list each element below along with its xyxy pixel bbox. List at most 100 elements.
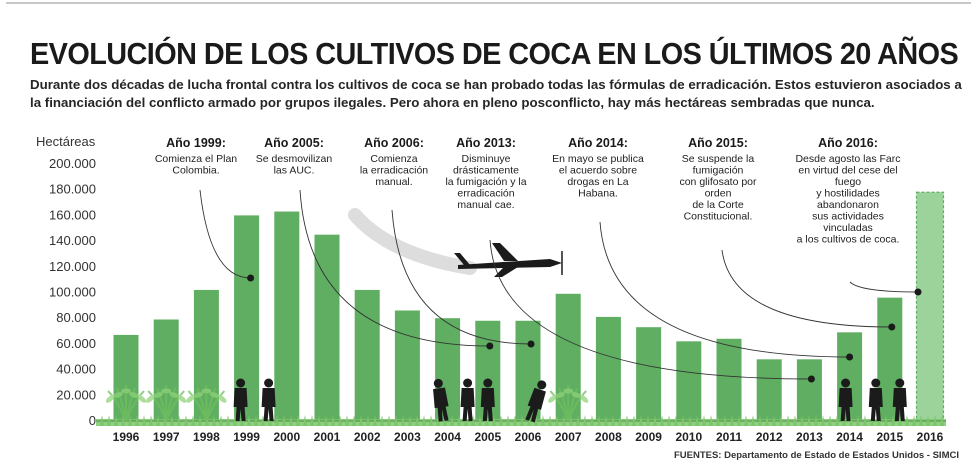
grass-blade — [779, 415, 783, 426]
annotation-text: manual cae. — [457, 199, 514, 211]
grass-blade — [632, 415, 636, 426]
grass-blade — [534, 415, 538, 426]
x-tick-label: 2001 — [314, 430, 341, 444]
y-tick-label: 180.000 — [49, 182, 96, 197]
annotation-text: la fumigación y la — [445, 176, 526, 188]
farmer-silhouette-icon — [460, 378, 475, 421]
bar — [595, 316, 621, 421]
grass-blade — [520, 415, 524, 426]
grass-blade — [254, 415, 258, 426]
grass-blade — [359, 415, 363, 426]
coca-plant-icon — [105, 385, 147, 422]
grass-blade — [233, 415, 237, 426]
annotation-text: drásticamente — [453, 165, 519, 177]
grass-blade — [156, 415, 160, 426]
grass-blade — [884, 415, 888, 426]
top-rule — [6, 2, 971, 4]
annotation-text: Desde agosto las Farc — [795, 153, 900, 165]
annotation-title: Año 2005: — [264, 136, 324, 150]
annotation-text: Comienza — [370, 153, 417, 165]
grass-blade — [324, 415, 328, 426]
grass-blade — [800, 415, 804, 426]
annotation-text: la erradicación — [360, 165, 428, 177]
grass-blade — [366, 415, 370, 426]
farmer-silhouette-icon — [433, 378, 449, 422]
annotation-text: En mayo se publica — [552, 153, 644, 165]
bar — [796, 359, 822, 421]
x-tick-label: 2015 — [876, 430, 903, 444]
grass-blade — [863, 415, 867, 426]
y-tick-label: 60.000 — [56, 336, 96, 351]
y-tick-label: 0 — [89, 413, 96, 428]
grass-blade — [373, 415, 377, 426]
farmer-silhouette-icon — [892, 378, 907, 421]
grass-blade — [751, 415, 755, 426]
grass-blade — [695, 415, 699, 426]
annotation-text: fuego — [835, 176, 861, 188]
grass-blade — [898, 415, 902, 426]
subtitle-line-1: Durante dos décadas de lucha frontal con… — [30, 77, 962, 92]
bar — [756, 359, 782, 421]
annotation-text: sus actividades — [812, 211, 884, 223]
annotation-dot — [807, 375, 815, 383]
x-tick-label: 2011 — [716, 430, 742, 444]
annotation-text: el acuerdo sobre — [559, 165, 637, 177]
grass-blade — [548, 415, 552, 426]
grass-blade — [583, 415, 587, 426]
grass-blade — [149, 415, 153, 426]
annotation-title: Año 2013: — [456, 136, 516, 150]
grass-blade — [429, 415, 433, 426]
grass-blade — [814, 415, 818, 426]
annotation-text: orden — [705, 188, 732, 200]
grass-blade — [128, 415, 132, 426]
y-tick-label: 100.000 — [49, 285, 96, 300]
grass-blade — [709, 415, 713, 426]
vapor-trail — [348, 208, 477, 275]
bar — [716, 338, 742, 421]
grass-blade — [289, 415, 293, 426]
subtitle-line-2: la financiación del conflicto armado por… — [30, 95, 875, 110]
x-tick-label: 2005 — [474, 430, 501, 444]
grass-blade — [758, 415, 762, 426]
grass-blade — [338, 415, 342, 426]
annotation-text: drogas en La — [567, 176, 628, 188]
x-tick-label: 2009 — [635, 430, 662, 444]
grass-blade — [394, 415, 398, 426]
grass-blade — [646, 415, 650, 426]
bar — [314, 234, 340, 421]
grass-blade — [401, 415, 405, 426]
grass-blade — [639, 415, 643, 426]
grass-blade — [184, 415, 188, 426]
grass-blade — [310, 415, 314, 426]
annotation-leader — [849, 281, 919, 293]
grass-blade — [730, 415, 734, 426]
grass-blade — [716, 415, 720, 426]
farmer-silhouette-icon — [480, 378, 495, 421]
annotation-text: Disminuye — [461, 153, 510, 165]
grass-blade — [177, 415, 181, 426]
grass-blade — [611, 415, 615, 426]
grass-blade — [597, 415, 601, 426]
y-tick-label: 200.000 — [49, 156, 96, 171]
grass-blade — [849, 415, 853, 426]
annotation-dot — [247, 274, 255, 282]
bar — [394, 310, 420, 421]
x-tick-label: 1997 — [153, 430, 180, 444]
grass-blade — [100, 415, 104, 426]
grass-blade — [471, 415, 475, 426]
x-tick-label: 2006 — [515, 430, 542, 444]
annotation-dot — [914, 288, 922, 296]
grass-blade — [261, 415, 265, 426]
y-tick-label: 140.000 — [49, 233, 96, 248]
coca-plant-icon — [548, 385, 589, 422]
grass-blade — [737, 415, 741, 426]
grass-blade — [618, 415, 622, 426]
grass-blade — [793, 415, 797, 426]
x-tick-label: 2014 — [836, 430, 863, 444]
annotation-text: vinculadas — [823, 222, 873, 234]
annotation-dot — [888, 323, 896, 331]
coca-plant-icon — [186, 385, 227, 422]
grass-blade — [660, 415, 664, 426]
annotation-text: las AUC. — [274, 165, 315, 177]
